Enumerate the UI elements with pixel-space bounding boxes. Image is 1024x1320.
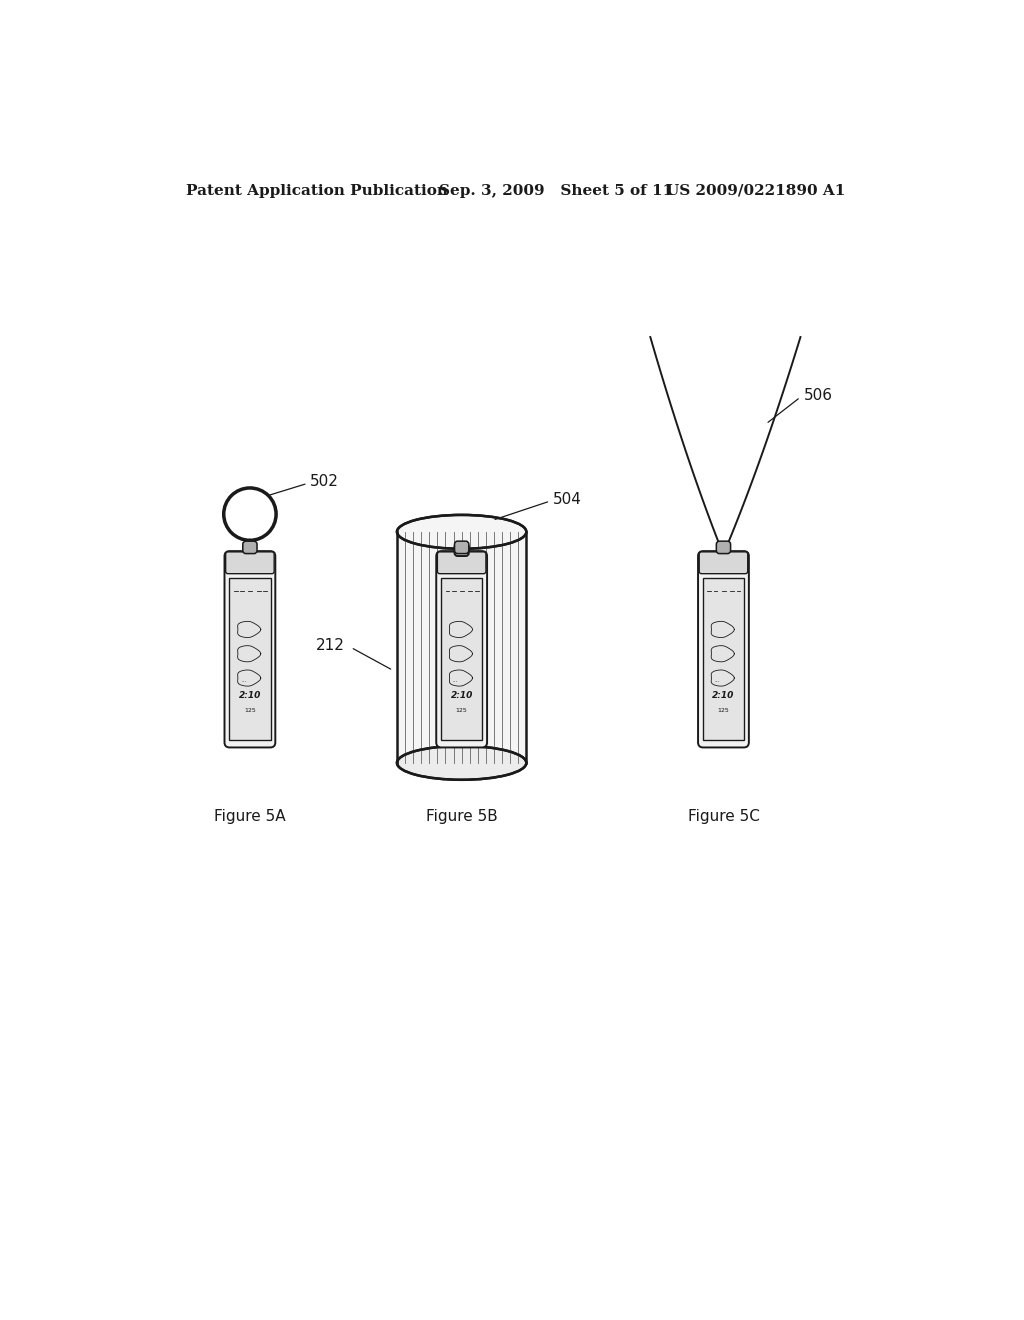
FancyBboxPatch shape [437, 552, 486, 574]
Text: 125: 125 [456, 708, 468, 713]
Text: Patent Application Publication: Patent Application Publication [186, 183, 449, 198]
Text: ···: ··· [453, 678, 458, 684]
Text: 212: 212 [316, 638, 345, 652]
Text: 125: 125 [244, 708, 256, 713]
FancyBboxPatch shape [243, 541, 257, 553]
Bar [702, 578, 744, 739]
Bar [229, 578, 270, 739]
FancyBboxPatch shape [225, 552, 274, 574]
Text: Figure 5B: Figure 5B [426, 809, 498, 824]
FancyBboxPatch shape [717, 541, 730, 553]
Ellipse shape [397, 746, 526, 780]
Circle shape [223, 488, 276, 540]
Polygon shape [397, 532, 526, 763]
FancyBboxPatch shape [699, 552, 748, 574]
Text: ···: ··· [241, 678, 247, 684]
Text: 125: 125 [718, 708, 729, 713]
Text: 504: 504 [553, 492, 582, 507]
FancyBboxPatch shape [224, 552, 275, 747]
Ellipse shape [397, 515, 526, 549]
FancyBboxPatch shape [436, 552, 487, 747]
Text: US 2009/0221890 A1: US 2009/0221890 A1 [666, 183, 845, 198]
Text: 502: 502 [310, 474, 339, 490]
Text: 2:10: 2:10 [713, 692, 734, 701]
Text: 2:10: 2:10 [451, 692, 473, 701]
Text: 506: 506 [804, 388, 834, 403]
Text: 2:10: 2:10 [239, 692, 261, 701]
Bar [440, 578, 482, 739]
Text: Figure 5C: Figure 5C [687, 809, 760, 824]
Text: Sep. 3, 2009   Sheet 5 of 11: Sep. 3, 2009 Sheet 5 of 11 [438, 183, 673, 198]
FancyBboxPatch shape [455, 544, 469, 556]
FancyBboxPatch shape [455, 541, 469, 553]
Text: Figure 5A: Figure 5A [214, 809, 286, 824]
FancyBboxPatch shape [698, 552, 749, 747]
Text: ···: ··· [715, 678, 720, 684]
